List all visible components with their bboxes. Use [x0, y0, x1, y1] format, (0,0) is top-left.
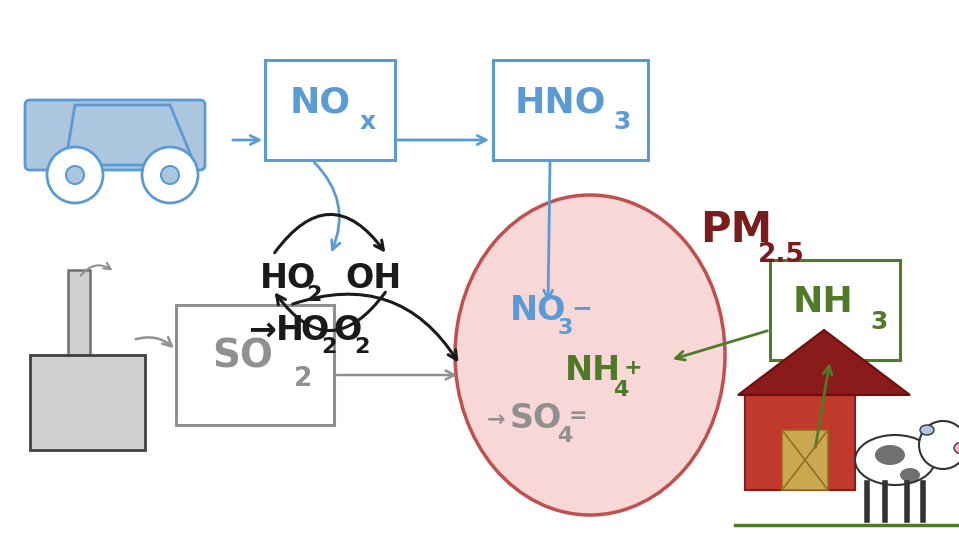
Text: 2.5: 2.5 — [758, 242, 805, 268]
FancyBboxPatch shape — [25, 100, 205, 170]
Text: NH: NH — [565, 354, 621, 386]
FancyBboxPatch shape — [265, 60, 395, 160]
Ellipse shape — [954, 442, 959, 454]
Text: →: → — [487, 410, 505, 430]
Text: +: + — [624, 358, 643, 378]
FancyBboxPatch shape — [782, 430, 828, 490]
Text: 3: 3 — [871, 310, 888, 334]
FancyBboxPatch shape — [745, 395, 855, 490]
Text: HNO: HNO — [514, 85, 606, 119]
Text: O: O — [333, 313, 362, 347]
Text: 2: 2 — [293, 366, 313, 392]
Text: 4: 4 — [557, 426, 573, 446]
Text: 2: 2 — [354, 337, 369, 357]
FancyBboxPatch shape — [493, 60, 647, 160]
Text: O: O — [300, 313, 328, 347]
Text: →H: →H — [248, 313, 304, 347]
Circle shape — [142, 147, 198, 203]
FancyBboxPatch shape — [68, 270, 90, 355]
Polygon shape — [738, 330, 910, 395]
Polygon shape — [65, 105, 195, 165]
FancyBboxPatch shape — [176, 305, 334, 425]
Text: PM: PM — [700, 209, 772, 251]
FancyBboxPatch shape — [30, 355, 145, 450]
Ellipse shape — [161, 166, 179, 184]
Text: OH: OH — [345, 262, 401, 294]
Text: NO: NO — [290, 85, 351, 119]
Circle shape — [47, 147, 103, 203]
Ellipse shape — [920, 425, 934, 435]
Ellipse shape — [855, 435, 935, 485]
Circle shape — [919, 421, 959, 469]
FancyBboxPatch shape — [770, 260, 900, 360]
Text: x: x — [360, 110, 376, 134]
Ellipse shape — [66, 166, 84, 184]
Text: NO: NO — [510, 294, 567, 326]
Text: 3: 3 — [558, 318, 573, 338]
Text: 4: 4 — [613, 380, 628, 400]
Text: 2: 2 — [306, 285, 321, 305]
Text: SO: SO — [510, 402, 562, 434]
Ellipse shape — [875, 445, 905, 465]
Text: HO: HO — [260, 262, 316, 294]
Text: SO: SO — [213, 338, 273, 376]
Text: −: − — [571, 296, 592, 320]
Text: =: = — [569, 406, 588, 426]
Text: 2: 2 — [321, 337, 337, 357]
Ellipse shape — [455, 195, 725, 515]
Text: NH: NH — [793, 285, 854, 319]
Ellipse shape — [900, 468, 920, 482]
Text: 3: 3 — [614, 110, 631, 134]
